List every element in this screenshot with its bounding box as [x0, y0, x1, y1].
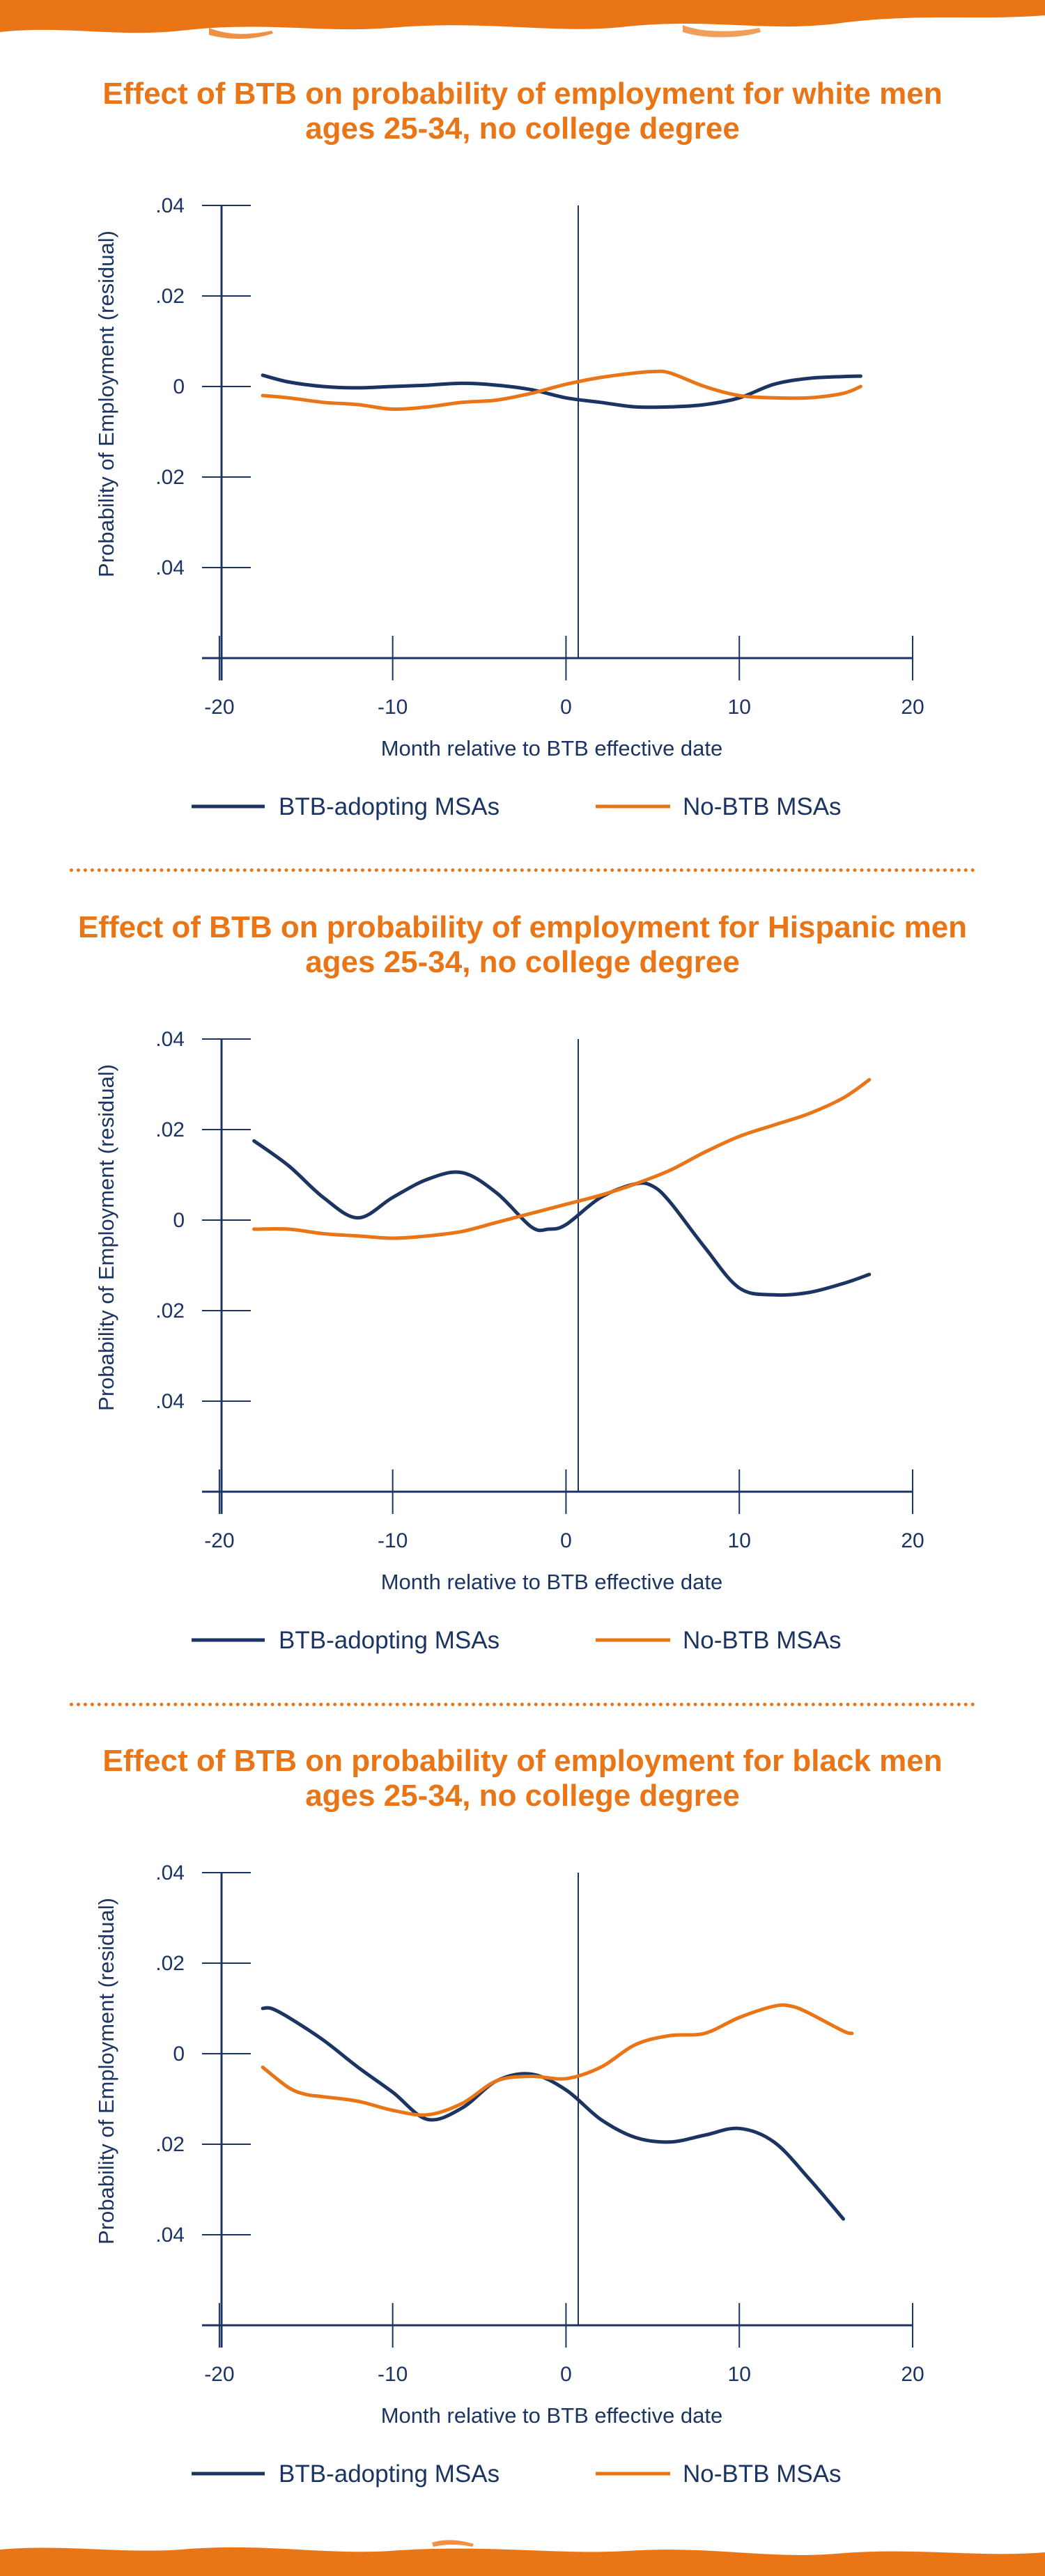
x-tick-label: 0	[560, 2363, 572, 2386]
x-ticks: -20 -10 0 10 20	[204, 2303, 924, 2386]
chart-title-line1: Effect of BTB on probability of employme…	[102, 1744, 943, 1778]
legend-label-btb: BTB-adopting MSAs	[279, 793, 500, 820]
y-tick-label: .04	[155, 1028, 185, 1051]
legend: BTB-adopting MSAs No-BTB MSAs	[192, 1627, 842, 1654]
y-tick-label: .02	[155, 466, 185, 489]
x-tick-label: 20	[901, 1529, 924, 1552]
y-tick-label: .04	[155, 2224, 185, 2247]
chart-black-men: Effect of BTB on probability of employme…	[0, 1744, 1045, 2576]
series-layer	[261, 369, 862, 412]
legend-label-no-btb: No-BTB MSAs	[683, 793, 842, 820]
top-brush-stroke	[0, 0, 1045, 39]
x-tick-label: -20	[204, 696, 234, 719]
legend: BTB-adopting MSAs No-BTB MSAs	[192, 2460, 842, 2488]
chart-plot: .04 .02 0 .02 .04 -20 -10 0 10 20 Probability of…	[94, 194, 924, 820]
x-axis-label: Month relative to BTB effective date	[381, 1570, 723, 1594]
chart-title: Effect of BTB on probability of employme…	[70, 77, 975, 146]
series-line-btb	[252, 1139, 872, 1297]
y-ticks: .04 .02 0 .02 .04	[155, 1861, 251, 2247]
y-tick-label: 0	[173, 375, 185, 398]
y-tick-label: .02	[155, 1952, 185, 1975]
legend-label-no-btb: No-BTB MSAs	[683, 2460, 842, 2488]
x-tick-label: 10	[728, 2363, 751, 2386]
x-tick-label: -20	[204, 2363, 234, 2386]
chart-white-men: Effect of BTB on probability of employme…	[0, 77, 1045, 909]
series-line-no-btb	[252, 1078, 872, 1240]
y-tick-label: .04	[155, 556, 185, 579]
y-tick-label: 0	[173, 1209, 185, 1232]
x-tick-label: 20	[901, 696, 924, 719]
series-line-no-btb	[261, 2003, 854, 2117]
chart-hispanic-men: Effect of BTB on probability of employme…	[0, 910, 1045, 1742]
x-tick-label: 10	[728, 1529, 751, 1552]
x-ticks: -20 -10 0 10 20	[204, 1469, 924, 1552]
x-tick-label: -10	[378, 2363, 408, 2386]
chart-title-line2: ages 25-34, no college degree	[305, 945, 740, 979]
x-axis-label: Month relative to BTB effective date	[381, 736, 723, 760]
chart-title-line2: ages 25-34, no college degree	[305, 1779, 740, 1813]
x-tick-label: 20	[901, 2363, 924, 2386]
y-tick-label: .04	[155, 194, 185, 217]
axes	[202, 1039, 913, 1514]
legend-label-no-btb: No-BTB MSAs	[683, 1627, 842, 1654]
axes	[202, 1873, 913, 2348]
series-line-btb	[261, 2006, 845, 2221]
y-tick-label: .04	[155, 1390, 185, 1413]
bottom-brush-stroke	[0, 2540, 1045, 2576]
y-ticks: .04 .02 0 .02 .04	[155, 194, 251, 579]
x-axis-label: Month relative to BTB effective date	[381, 2403, 723, 2428]
x-tick-label: -10	[378, 1529, 408, 1552]
y-tick-label: .02	[155, 1118, 185, 1141]
chart-title-line2: ages 25-34, no college degree	[305, 111, 740, 146]
x-tick-label: -20	[204, 1529, 234, 1552]
series-line-btb	[261, 373, 862, 409]
y-tick-label: .02	[155, 285, 185, 308]
series-layer	[261, 2003, 854, 2221]
y-axis-label: Probability of Employment (residual)	[94, 231, 118, 577]
series-line-no-btb	[261, 369, 862, 412]
series-layer	[252, 1078, 872, 1297]
legend: BTB-adopting MSAs No-BTB MSAs	[192, 793, 842, 820]
chart-title: Effect of BTB on probability of employme…	[70, 910, 975, 980]
x-ticks: -20 -10 0 10 20	[204, 636, 924, 719]
y-ticks: .04 .02 0 .02 .04	[155, 1028, 251, 1413]
y-tick-label: 0	[173, 2043, 185, 2066]
divider-1	[70, 868, 975, 872]
divider-2	[70, 1703, 975, 1706]
legend-label-btb: BTB-adopting MSAs	[279, 1627, 500, 1654]
y-tick-label: .02	[155, 2133, 185, 2156]
chart-title: Effect of BTB on probability of employme…	[70, 1744, 975, 1813]
axes	[202, 205, 913, 680]
y-axis-label: Probability of Employment (residual)	[94, 1064, 118, 1411]
y-tick-label: .02	[155, 1299, 185, 1322]
chart-plot: .04 .02 0 .02 .04 -20 -10 0 10 20 Probability of…	[94, 1861, 924, 2488]
chart-title-line1: Effect of BTB on probability of employme…	[102, 77, 943, 111]
chart-plot: .04 .02 0 .02 .04 -20 -10 0 10 20 Probability of…	[94, 1028, 924, 1654]
chart-title-line1: Effect of BTB on probability of employme…	[77, 910, 968, 944]
legend-label-btb: BTB-adopting MSAs	[279, 2460, 500, 2488]
x-tick-label: 10	[728, 696, 751, 719]
x-tick-label: 0	[560, 696, 572, 719]
y-tick-label: .04	[155, 1861, 185, 1884]
x-tick-label: 0	[560, 1529, 572, 1552]
y-axis-label: Probability of Employment (residual)	[94, 1898, 118, 2245]
x-tick-label: -10	[378, 696, 408, 719]
